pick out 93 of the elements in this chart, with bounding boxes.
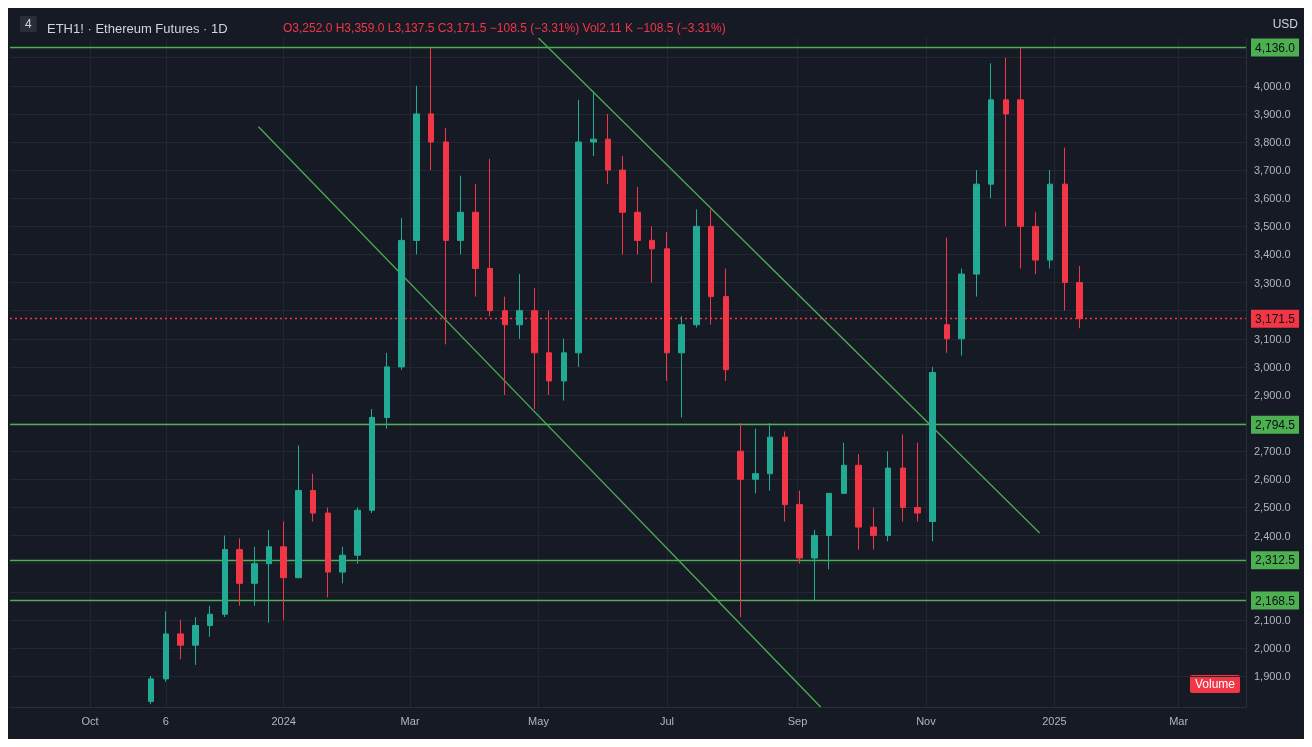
candlestick	[900, 433, 906, 522]
y-tick-label: 3,100.0	[1254, 332, 1291, 345]
candlestick	[590, 90, 597, 157]
candlestick	[929, 366, 936, 542]
candlestick	[487, 158, 493, 317]
x-tick-label: May	[528, 714, 550, 727]
y-tick-label: 2,000.0	[1254, 641, 1291, 654]
y-tick-label: 3,300.0	[1254, 276, 1291, 289]
y-tick-label: 2,100.0	[1254, 613, 1291, 626]
ref-line-label: 3,171.5	[1255, 311, 1296, 326]
candlestick	[354, 506, 361, 565]
y-tick-label: 3,500.0	[1254, 220, 1291, 233]
candlestick	[855, 453, 862, 551]
candlestick	[251, 546, 258, 607]
candlestick	[457, 175, 464, 255]
candlestick	[619, 155, 626, 255]
y-tick-label: 3,900.0	[1254, 107, 1291, 120]
x-tick-label: Nov	[916, 714, 937, 727]
y-tick-label: 2,500.0	[1254, 501, 1291, 514]
candlestick	[207, 605, 213, 638]
candlestick	[280, 520, 287, 621]
candlestick	[649, 225, 655, 284]
ref-line-label: 2,794.5	[1255, 417, 1296, 432]
text: 4	[25, 17, 32, 31]
candlestick	[428, 47, 434, 171]
candlestick	[870, 506, 877, 551]
candlestick	[339, 546, 346, 584]
x-tick-label: Sep	[787, 714, 808, 727]
x-tick-label: 6	[162, 714, 169, 727]
x-tick-label: Jul	[659, 714, 674, 727]
x-tick-label: 2024	[271, 714, 296, 727]
candlestick	[148, 675, 154, 705]
y-tick-label: 1,900.0	[1254, 670, 1291, 683]
y-tick-label: 2,700.0	[1254, 445, 1291, 458]
y-tick-label: 2,400.0	[1254, 529, 1291, 542]
candlestick	[973, 169, 980, 298]
y-tick-label: 3,700.0	[1254, 164, 1291, 177]
y-tick-label: 4,000.0	[1254, 79, 1291, 92]
candlestick	[826, 492, 832, 570]
candlestick	[634, 186, 641, 255]
candlestick	[177, 619, 184, 660]
chart-subtitle: O3,252.0 H3,359.0 L3,137.5 C3,171.5 −108.5 (−3.31%) Vol2.11 K −108.5 (−3.31%)	[283, 21, 726, 35]
candlestick	[605, 113, 611, 185]
candlestick	[1003, 57, 1009, 227]
candlestick	[222, 535, 228, 618]
candlestick	[575, 99, 582, 368]
y-tick-label: 3,400.0	[1254, 248, 1291, 261]
candlestick	[561, 338, 567, 402]
candlestick	[325, 506, 331, 598]
y-tick-label: 3,600.0	[1254, 192, 1291, 205]
ref-line-label: 2,312.5	[1255, 553, 1296, 568]
candlestick	[693, 208, 700, 329]
candlestick	[516, 273, 523, 340]
candlestick	[958, 268, 965, 357]
y-tick-label: 2,600.0	[1254, 473, 1291, 486]
candlestick	[737, 422, 744, 618]
ref-line-label: 4,136.0	[1255, 40, 1296, 55]
candlestick	[678, 315, 685, 418]
y-tick-label: 3,800.0	[1254, 136, 1291, 148]
candlestick	[988, 62, 994, 199]
candlestick	[192, 616, 199, 666]
text: USD	[1272, 17, 1299, 31]
ref-line-label: 2,168.5	[1255, 593, 1296, 608]
candlestick	[295, 445, 302, 579]
y-tick-label: 2,900.0	[1254, 388, 1291, 401]
candlestick	[472, 183, 479, 298]
candlestick	[811, 529, 818, 601]
candlestick	[885, 450, 891, 542]
candlestick	[398, 217, 405, 371]
candlestick	[236, 537, 243, 607]
candlestick	[163, 610, 169, 683]
candlestick	[752, 428, 759, 494]
candlestick	[384, 352, 390, 430]
chart-title: ETH1! · Ethereum Futures · 1D	[47, 21, 228, 36]
candlestick	[841, 442, 847, 494]
candlestick	[413, 85, 420, 255]
candlestick	[369, 408, 375, 514]
candlestick	[782, 431, 788, 522]
x-tick-label: Mar	[1169, 714, 1189, 727]
annotation: Volume	[1194, 677, 1236, 691]
candlestick	[767, 422, 773, 492]
candlestick	[310, 473, 316, 522]
candlestick	[914, 442, 921, 522]
candlestick	[1032, 211, 1039, 275]
candlestick	[266, 529, 272, 624]
candlestick	[1062, 147, 1068, 312]
x-tick-label: Oct	[81, 714, 99, 727]
x-tick-label: 2025	[1042, 714, 1067, 727]
candlestick	[1017, 47, 1024, 269]
y-tick-label: 3,000.0	[1254, 360, 1291, 373]
x-tick-label: Mar	[400, 714, 420, 727]
candlestick	[1047, 169, 1053, 269]
candlestick	[796, 490, 803, 565]
